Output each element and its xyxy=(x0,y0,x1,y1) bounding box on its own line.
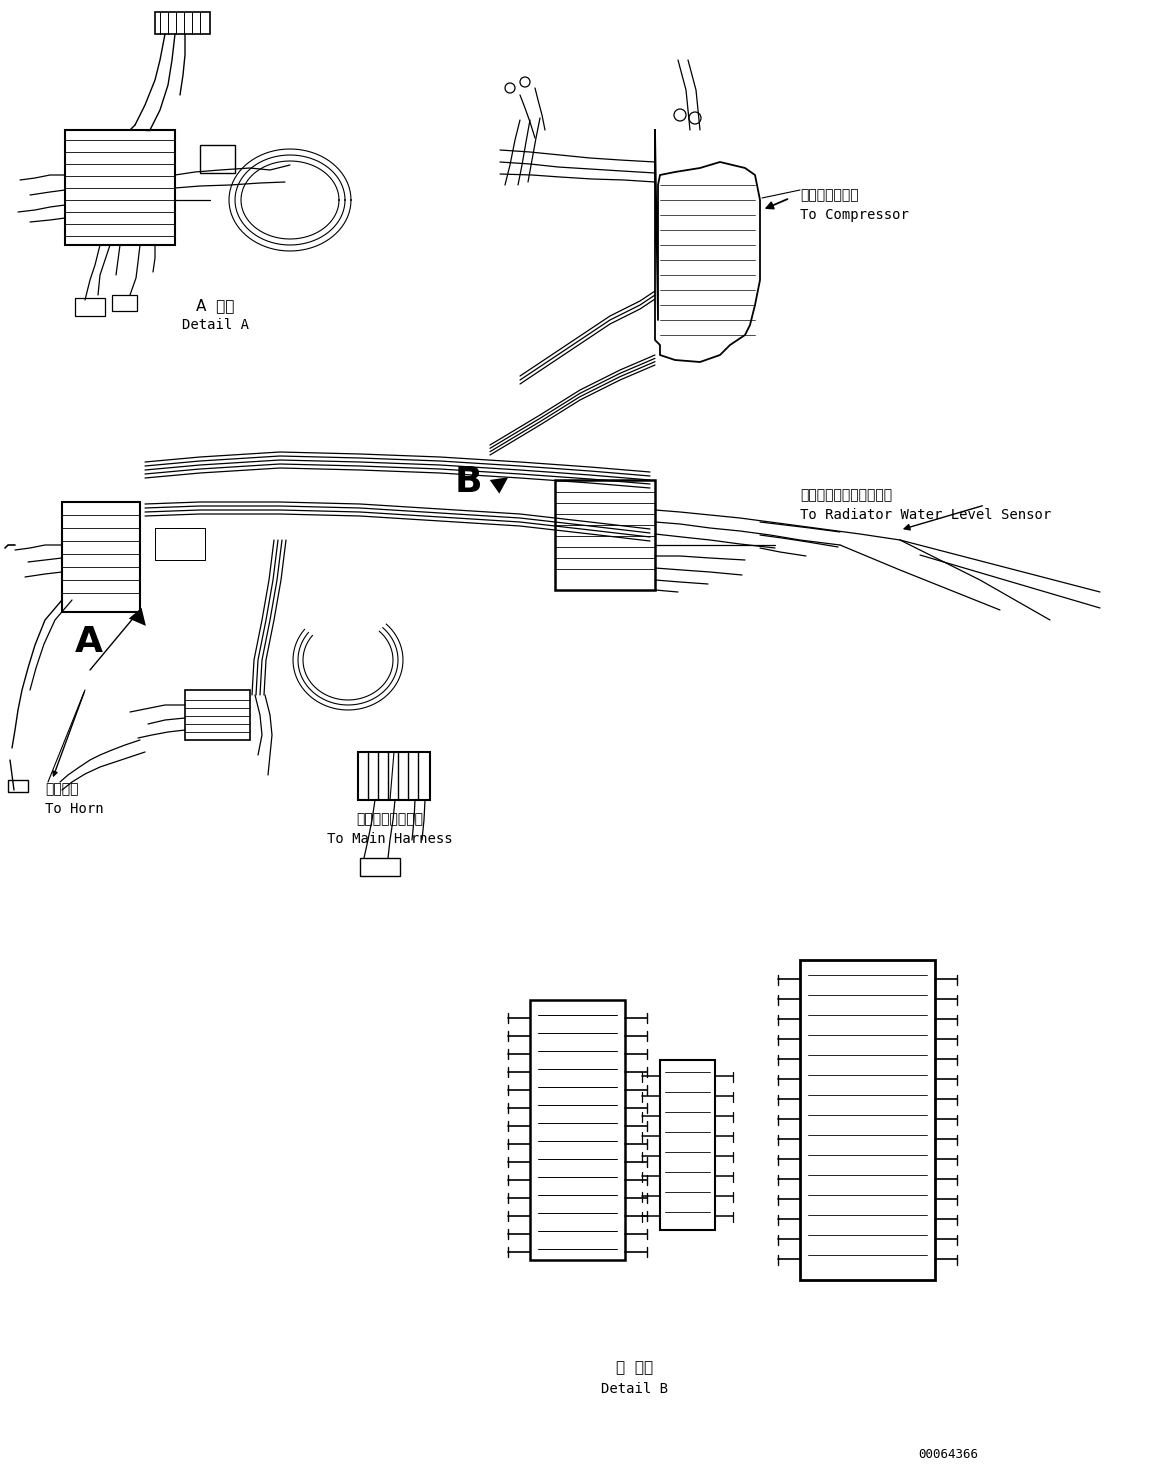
Text: B: B xyxy=(455,465,483,499)
Bar xyxy=(200,145,235,173)
Text: 00064366: 00064366 xyxy=(918,1447,978,1461)
Bar xyxy=(800,961,935,1280)
Bar xyxy=(74,297,105,317)
Text: ラジェータ水位センサへ: ラジェータ水位センサへ xyxy=(800,488,892,502)
Bar xyxy=(659,1060,715,1230)
Text: To Compressor: To Compressor xyxy=(800,209,908,222)
Bar xyxy=(65,130,174,246)
Bar xyxy=(62,502,140,613)
Text: メインハーネスへ: メインハーネスへ xyxy=(357,813,423,826)
Bar xyxy=(155,12,211,34)
Bar xyxy=(185,690,250,740)
Bar xyxy=(8,780,28,792)
Bar xyxy=(155,528,205,559)
Text: A  詳細: A 詳細 xyxy=(195,297,234,312)
Bar xyxy=(555,480,655,591)
Text: A: A xyxy=(74,625,104,659)
Text: To Main Harness: To Main Harness xyxy=(327,832,452,847)
Bar xyxy=(155,528,205,559)
Bar xyxy=(530,1000,625,1259)
Text: ホーンへ: ホーンへ xyxy=(45,781,78,796)
Bar xyxy=(358,752,430,801)
Text: To Horn: To Horn xyxy=(45,802,104,815)
Text: 日  詳細: 日 詳細 xyxy=(616,1360,654,1375)
Text: To Radiator Water Level Sensor: To Radiator Water Level Sensor xyxy=(800,508,1051,522)
Bar xyxy=(112,295,137,311)
Text: Detail B: Detail B xyxy=(601,1382,669,1396)
Text: Detail A: Detail A xyxy=(181,318,249,332)
Text: コンプレッサへ: コンプレッサへ xyxy=(800,188,858,201)
Bar xyxy=(361,858,400,876)
